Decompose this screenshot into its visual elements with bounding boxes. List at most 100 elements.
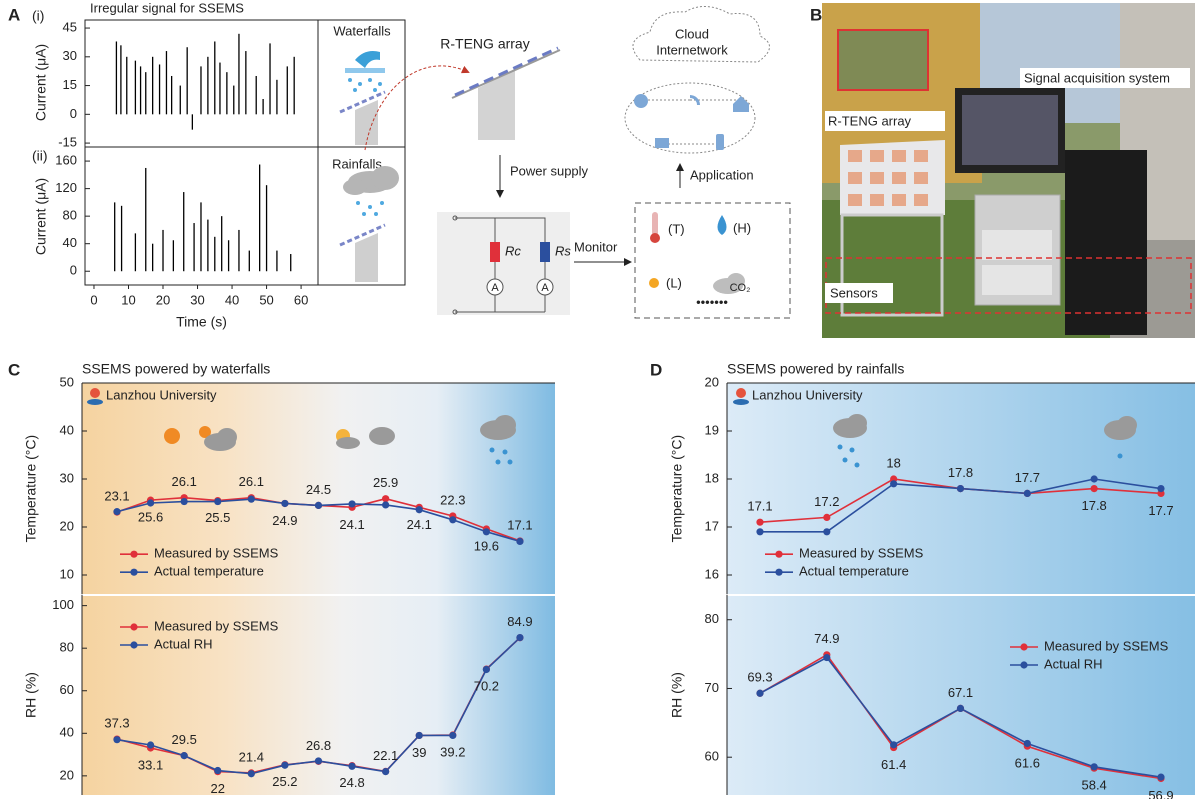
scene-label: Waterfalls	[333, 23, 391, 38]
legend-label: Actual RH	[1044, 656, 1103, 671]
flow-label: Monitor	[574, 239, 618, 254]
meter-label: A	[541, 282, 549, 294]
point	[314, 757, 323, 765]
data-label: 24.1	[339, 517, 364, 532]
data-label: 39	[412, 745, 426, 760]
data-label: 24.5	[306, 482, 331, 497]
y-tick-label: 0	[70, 263, 77, 278]
point	[890, 741, 898, 749]
data-label: 22.1	[373, 748, 398, 763]
y-tick-label: 15	[63, 77, 77, 92]
point	[113, 736, 121, 744]
data-label: 33.1	[138, 757, 163, 772]
point	[146, 499, 155, 507]
x-tick-label: 0	[90, 292, 97, 307]
location-label: Lanzhou University	[106, 387, 217, 402]
location-label: Lanzhou University	[752, 387, 863, 402]
y-axis-label: Current (μA)	[33, 178, 49, 255]
data-label: 58.4	[1081, 778, 1106, 793]
point	[281, 761, 289, 769]
point	[348, 500, 356, 508]
data-label: 22.3	[440, 492, 465, 507]
resistor-label: Rs	[555, 243, 571, 258]
y-tick-label: 40	[60, 422, 74, 437]
sensor-label: (H)	[733, 220, 751, 235]
y-tick-label: 80	[60, 640, 74, 655]
photo-label: Signal acquisition system	[1024, 70, 1170, 85]
y-tick-label: 80	[63, 208, 77, 223]
sensor-label: CO₂	[730, 282, 751, 294]
point	[756, 689, 764, 697]
y-tick-label: 70	[705, 680, 719, 695]
y-tick-label: 30	[63, 48, 77, 63]
x-tick-label: 40	[225, 292, 239, 307]
point	[956, 485, 965, 493]
data-label: 21.4	[239, 749, 264, 764]
y-tick-label: 16	[705, 566, 719, 581]
y-tick-label: 17	[705, 518, 719, 533]
legend-swatch	[1020, 661, 1028, 669]
panel-label: D	[650, 360, 662, 379]
point	[113, 508, 121, 516]
y-tick-label: -15	[58, 135, 77, 150]
y-tick-label: 160	[55, 153, 77, 168]
meter-label: A	[491, 282, 499, 294]
x-tick-label: 50	[259, 292, 273, 307]
data-label: 18	[886, 455, 900, 470]
y-tick-label: 50	[60, 374, 74, 389]
data-label: 61.6	[1015, 756, 1040, 771]
photo-label: Sensors	[830, 285, 878, 300]
weather-icons	[164, 414, 1137, 468]
data-label: 26.8	[306, 738, 331, 753]
y-tick-label: 10	[60, 566, 74, 581]
y-tick-label: 19	[705, 422, 719, 437]
panel-a-frame	[84, 19, 406, 286]
y-tick-label: 0	[70, 106, 77, 121]
legend-label: Actual RH	[154, 636, 213, 651]
more-sensors: •••••••	[696, 294, 728, 309]
point	[348, 762, 356, 770]
point	[214, 497, 222, 506]
legend-swatch	[775, 568, 783, 576]
data-label: 67.1	[948, 685, 973, 700]
point	[1023, 489, 1031, 497]
data-label: 61.4	[881, 757, 906, 772]
cloud-label: Internetwork	[656, 42, 728, 57]
app-icons	[634, 94, 749, 150]
point	[1090, 475, 1098, 483]
point	[890, 480, 898, 488]
y-tick-label: 40	[60, 725, 74, 740]
photo-label: R-TENG array	[828, 113, 912, 128]
legend-swatch	[775, 550, 783, 558]
data-label: 26.1	[239, 474, 264, 489]
point	[449, 731, 457, 740]
plot-background	[727, 383, 1195, 795]
point	[415, 506, 423, 514]
data-label: 69.3	[747, 670, 772, 685]
y-tick-label: 20	[60, 518, 74, 533]
chart-title: Irregular signal for SSEMS	[90, 0, 244, 15]
point	[823, 513, 831, 522]
data-label: 17.2	[814, 494, 839, 509]
point	[214, 766, 222, 775]
sub-label: (ii)	[32, 148, 48, 164]
data-label: 25.2	[272, 774, 297, 789]
sensor-label: (L)	[666, 275, 682, 290]
point	[1090, 763, 1098, 771]
data-label: 17.7	[1148, 503, 1173, 518]
point	[314, 501, 323, 509]
point	[756, 518, 764, 526]
y-axis-label: Current (μA)	[33, 44, 49, 121]
legend-label: Measured by SSEMS	[1044, 638, 1169, 653]
y-tick-label: 80	[705, 611, 719, 626]
point	[482, 528, 490, 536]
data-label: 19.6	[474, 538, 499, 553]
waterfall-icon	[339, 51, 386, 145]
data-label: 17.1	[747, 499, 772, 514]
sensor-icons	[649, 212, 745, 294]
legend-swatch	[130, 550, 138, 558]
y-axis-label: RH (%)	[23, 672, 39, 718]
point	[516, 537, 524, 546]
point	[482, 665, 490, 674]
